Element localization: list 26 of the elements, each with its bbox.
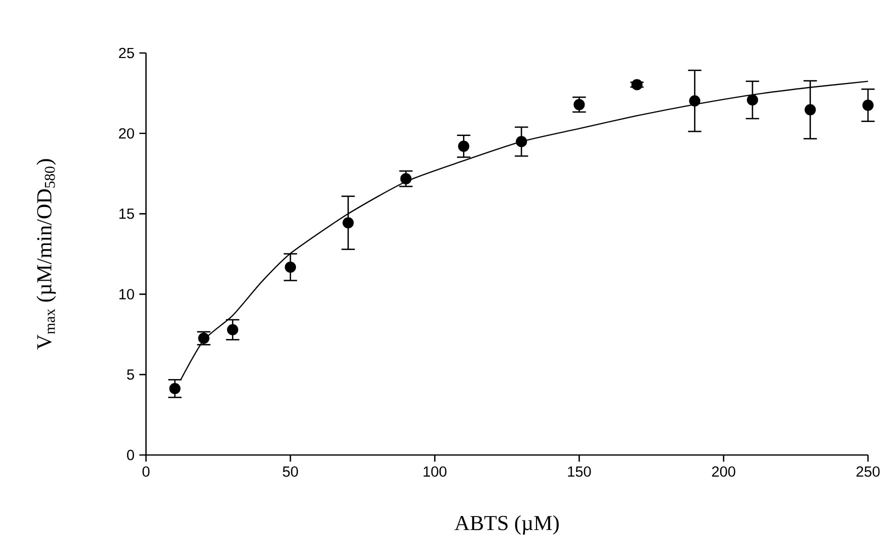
point bbox=[631, 79, 643, 90]
y-tick-label: 0 bbox=[127, 450, 134, 460]
x-tick-label: 0 bbox=[142, 466, 150, 477]
y-tick-label: 25 bbox=[119, 48, 134, 58]
x-tick-label: 50 bbox=[282, 466, 298, 477]
x-tick-label: 250 bbox=[856, 466, 880, 477]
x-tick-label: 150 bbox=[568, 466, 591, 477]
point bbox=[516, 136, 528, 148]
point bbox=[342, 217, 354, 228]
y-tick-label: 15 bbox=[119, 208, 134, 219]
x-tick-label: 200 bbox=[712, 466, 736, 477]
point bbox=[400, 173, 412, 184]
y-tick-label: 20 bbox=[119, 128, 134, 139]
y-axis-title: V$_{max}$ (µM/min/OD$_{580}$) bbox=[36, 159, 56, 350]
y-tick-label: 10 bbox=[119, 289, 134, 300]
point bbox=[169, 382, 180, 394]
point bbox=[458, 140, 470, 152]
y-tick-label: 5 bbox=[127, 369, 134, 380]
point bbox=[227, 324, 238, 336]
point bbox=[862, 100, 874, 111]
point bbox=[804, 104, 816, 116]
point bbox=[746, 94, 758, 106]
x-axis-title: ABTS (µM) bbox=[454, 515, 559, 535]
point bbox=[689, 95, 700, 107]
point bbox=[284, 262, 296, 273]
x-tick-label: 100 bbox=[424, 466, 446, 477]
